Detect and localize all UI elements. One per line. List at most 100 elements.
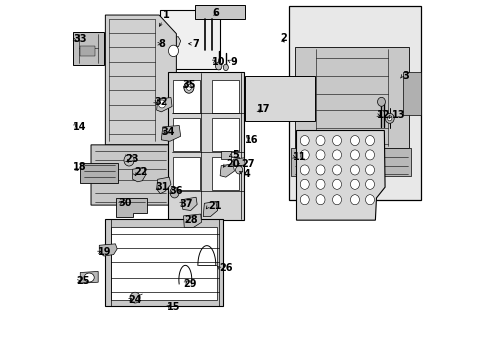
Text: 29: 29 [183,279,197,289]
Ellipse shape [365,150,374,160]
Text: 3: 3 [402,71,408,81]
Ellipse shape [332,150,341,160]
Text: 7: 7 [192,39,199,49]
Bar [212,157,239,190]
Polygon shape [195,5,244,19]
Polygon shape [402,72,420,116]
Bar [172,157,199,190]
Polygon shape [105,15,176,145]
Text: 24: 24 [128,295,141,305]
Polygon shape [116,198,147,217]
Ellipse shape [365,135,374,145]
Bar [288,6,420,200]
Ellipse shape [170,187,179,198]
Ellipse shape [300,135,308,145]
Bar [172,118,199,151]
Polygon shape [132,167,145,182]
Text: 28: 28 [184,215,198,225]
Polygon shape [290,148,410,176]
Polygon shape [156,177,171,194]
Text: 37: 37 [179,199,192,210]
Text: 21: 21 [208,201,222,211]
Ellipse shape [365,195,374,205]
Ellipse shape [315,135,325,145]
Polygon shape [169,37,180,46]
Text: 2: 2 [280,33,286,43]
Text: 25: 25 [77,276,90,286]
Polygon shape [161,126,180,141]
Bar [160,10,220,69]
Ellipse shape [223,64,228,71]
Ellipse shape [365,165,374,175]
Ellipse shape [377,97,385,106]
Ellipse shape [130,292,140,303]
Text: 14: 14 [73,122,86,132]
Polygon shape [221,151,230,159]
Text: 33: 33 [73,35,86,44]
Polygon shape [220,164,234,177]
Ellipse shape [387,116,391,121]
Polygon shape [294,47,408,148]
Ellipse shape [124,154,134,166]
Polygon shape [203,202,217,217]
Bar [80,45,95,56]
Text: 16: 16 [244,135,258,145]
Ellipse shape [350,150,359,160]
Text: 13: 13 [391,110,404,120]
Text: 1: 1 [163,10,169,21]
Ellipse shape [186,85,191,90]
Polygon shape [156,98,172,112]
Polygon shape [168,72,244,220]
Ellipse shape [300,165,308,175]
Text: 36: 36 [169,186,183,197]
Ellipse shape [315,195,325,205]
Text: 26: 26 [219,263,232,273]
Text: 34: 34 [161,127,174,136]
Ellipse shape [315,165,325,175]
Text: 8: 8 [158,39,165,49]
Ellipse shape [300,179,308,189]
Ellipse shape [332,165,341,175]
Polygon shape [91,145,176,205]
Text: 27: 27 [241,159,254,169]
Text: 9: 9 [230,57,237,67]
Ellipse shape [350,135,359,145]
Polygon shape [99,244,117,256]
Text: 10: 10 [212,57,225,67]
Text: 12: 12 [376,110,389,120]
Text: 11: 11 [292,152,305,162]
Text: 17: 17 [256,104,270,114]
Bar [212,80,239,113]
Bar [244,76,314,121]
Text: 32: 32 [155,97,168,107]
Text: 35: 35 [183,80,196,90]
Polygon shape [233,158,244,166]
Text: 18: 18 [73,162,86,172]
Ellipse shape [84,273,94,282]
Text: 19: 19 [98,247,111,257]
Bar [172,80,199,113]
Text: 4: 4 [244,168,250,179]
Polygon shape [80,163,118,183]
Text: 22: 22 [134,167,147,177]
Polygon shape [296,131,384,220]
Text: 20: 20 [225,159,239,169]
Ellipse shape [215,62,222,70]
Bar [111,226,217,300]
Ellipse shape [365,179,374,189]
Ellipse shape [332,135,341,145]
Ellipse shape [350,179,359,189]
Ellipse shape [183,82,194,93]
Ellipse shape [168,45,178,57]
Text: 23: 23 [125,154,139,164]
Ellipse shape [158,100,165,108]
Text: 30: 30 [118,198,131,208]
Polygon shape [182,197,197,211]
Ellipse shape [300,195,308,205]
Polygon shape [183,214,201,227]
Ellipse shape [300,150,308,160]
Polygon shape [105,220,223,306]
Polygon shape [80,271,98,283]
Text: 31: 31 [155,182,169,192]
Ellipse shape [235,166,242,174]
